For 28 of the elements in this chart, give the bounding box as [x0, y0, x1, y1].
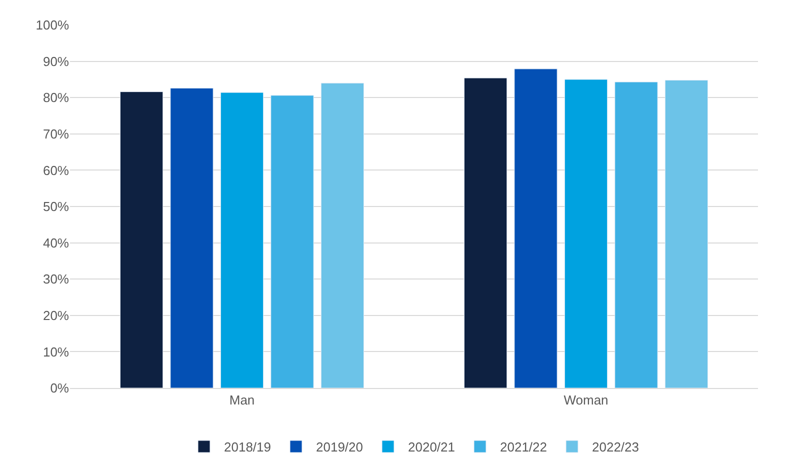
y-tick-label: 60%: [42, 162, 70, 178]
bar: [220, 92, 264, 388]
y-tick-label: 0%: [50, 380, 70, 396]
x-tick-label: Man: [229, 392, 255, 408]
y-tick-label: 100%: [36, 18, 70, 33]
bar: [514, 68, 558, 388]
bar: [464, 78, 508, 388]
bar: [320, 82, 364, 388]
legend-label: 2021/22: [500, 440, 547, 455]
legend-label: 2019/20: [316, 440, 363, 455]
y-tick-label: 20%: [42, 308, 70, 323]
y-tick-label: 10%: [42, 344, 70, 360]
bar: [270, 95, 314, 388]
bar: [170, 88, 214, 388]
y-tick-label: 80%: [42, 90, 70, 106]
bar: [564, 79, 608, 388]
x-tick-label: Woman: [564, 392, 608, 408]
y-tick-label: 70%: [42, 126, 70, 142]
y-tick-label: 50%: [42, 199, 70, 214]
bar: [614, 82, 658, 388]
bar: [664, 80, 708, 388]
y-tick-label: 90%: [42, 54, 70, 69]
legend-label: 2018/19: [224, 440, 271, 455]
y-tick-label: 30%: [42, 272, 70, 287]
bar: [120, 92, 164, 388]
legend-label: 2022/23: [592, 440, 639, 455]
y-tick-label: 40%: [42, 235, 70, 250]
legend-label: 2020/21: [408, 440, 455, 455]
